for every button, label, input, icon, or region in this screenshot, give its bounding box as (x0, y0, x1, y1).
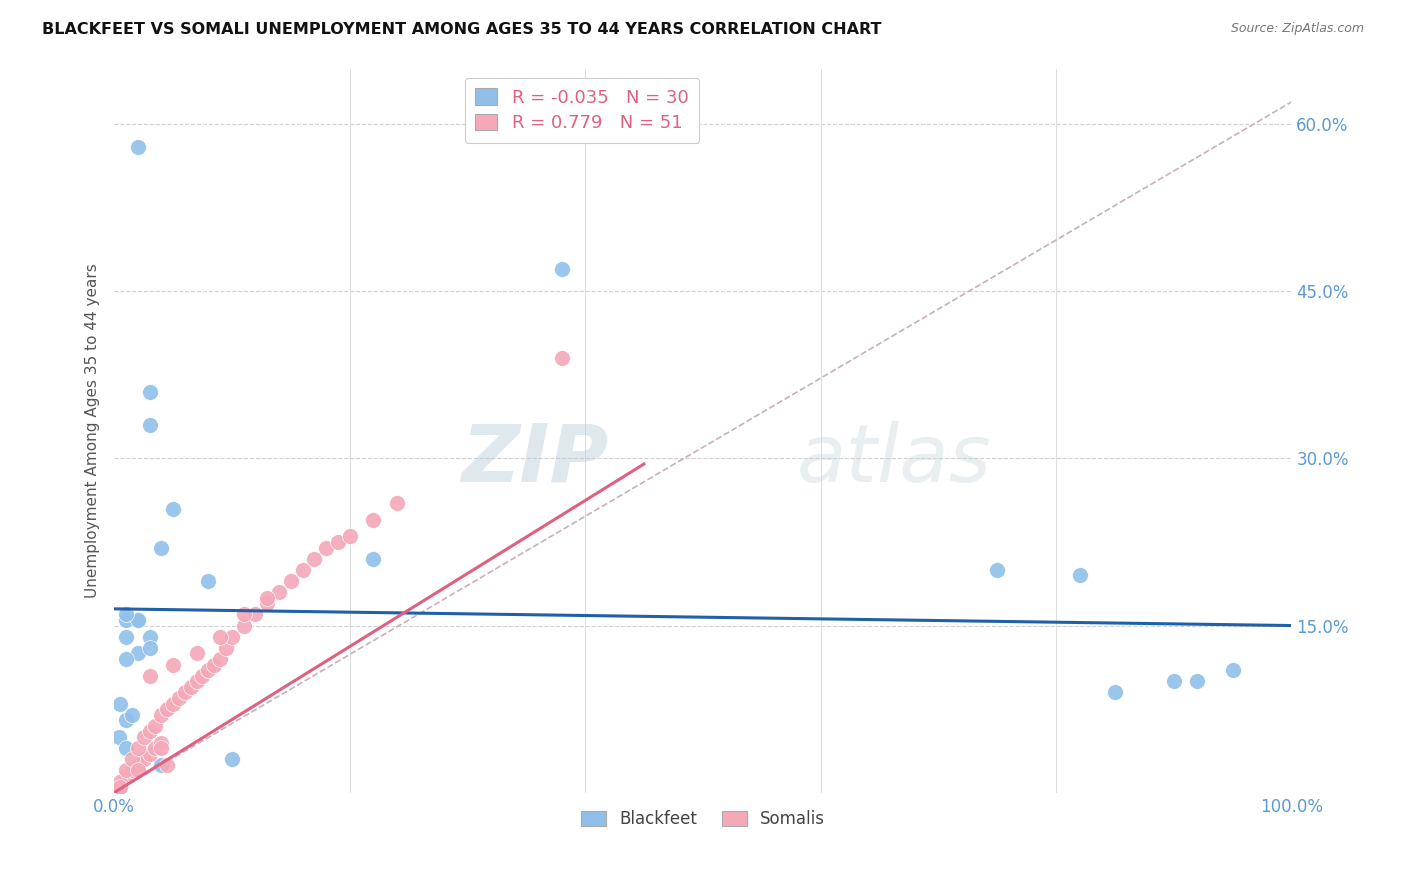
Y-axis label: Unemployment Among Ages 35 to 44 years: Unemployment Among Ages 35 to 44 years (86, 263, 100, 598)
Point (138, 640, 160, 655)
Point (215, 640, 238, 655)
Point (167, 690, 190, 705)
Point (245, 607, 267, 622)
Point (221, 630, 243, 644)
Point (197, 574, 219, 588)
Point (115, 741, 138, 756)
Point (127, 764, 149, 778)
Point (202, 657, 225, 672)
Point (138, 724, 160, 739)
Point (256, 596, 278, 610)
Point (127, 741, 149, 756)
Point (132, 752, 155, 766)
Point (232, 618, 254, 632)
Point (145, 741, 167, 756)
Point (150, 757, 173, 772)
Point (121, 752, 143, 766)
Point (115, 713, 138, 727)
Point (150, 741, 173, 756)
Point (150, 735, 173, 749)
Point (326, 535, 349, 549)
Point (1187, 674, 1209, 689)
Text: Source: ZipAtlas.com: Source: ZipAtlas.com (1230, 22, 1364, 36)
Point (132, 730, 155, 744)
Point (1222, 663, 1244, 677)
Text: BLACKFEET VS SOMALI UNEMPLOYMENT AMONG AGES 35 TO 44 YEARS CORRELATION CHART: BLACKFEET VS SOMALI UNEMPLOYMENT AMONG A… (42, 22, 882, 37)
Point (115, 764, 138, 778)
Point (127, 613, 149, 627)
Point (339, 529, 361, 543)
Point (186, 647, 208, 661)
Point (280, 574, 302, 588)
Point (108, 730, 131, 744)
Point (127, 757, 149, 772)
Point (156, 702, 179, 716)
Point (1069, 568, 1091, 582)
Point (138, 668, 160, 682)
Text: atlas: atlas (797, 420, 991, 499)
Point (162, 501, 184, 516)
Point (304, 551, 326, 566)
Point (138, 384, 160, 399)
Point (1104, 685, 1126, 699)
Point (267, 585, 290, 599)
Point (221, 752, 243, 766)
Point (127, 613, 149, 627)
Point (150, 707, 173, 722)
Legend: Blackfeet, Somalis: Blackfeet, Somalis (574, 804, 832, 835)
Point (138, 747, 160, 761)
Point (150, 541, 173, 555)
Point (186, 674, 208, 689)
Point (127, 139, 149, 153)
Point (173, 685, 195, 699)
Point (385, 496, 408, 510)
Point (115, 613, 138, 627)
Point (361, 551, 384, 566)
Point (180, 680, 202, 694)
Point (156, 757, 179, 772)
Point (209, 630, 232, 644)
Point (986, 563, 1008, 577)
Point (127, 647, 149, 661)
Text: ZIP: ZIP (461, 420, 609, 499)
Point (115, 769, 138, 783)
Point (108, 697, 131, 711)
Point (550, 351, 572, 366)
Point (121, 764, 143, 778)
Point (108, 780, 131, 794)
Point (256, 591, 278, 605)
Point (191, 668, 214, 682)
Point (115, 607, 138, 622)
Point (209, 652, 232, 666)
Point (145, 719, 167, 733)
Point (1163, 674, 1185, 689)
Point (162, 657, 184, 672)
Point (291, 563, 314, 577)
Point (315, 541, 337, 555)
Point (121, 707, 143, 722)
Point (108, 774, 131, 789)
Point (162, 697, 184, 711)
Point (197, 663, 219, 677)
Point (138, 417, 160, 432)
Point (232, 607, 254, 622)
Point (115, 652, 138, 666)
Point (550, 262, 572, 277)
Point (138, 630, 160, 644)
Point (115, 630, 138, 644)
Point (361, 513, 384, 527)
Point (108, 780, 131, 794)
